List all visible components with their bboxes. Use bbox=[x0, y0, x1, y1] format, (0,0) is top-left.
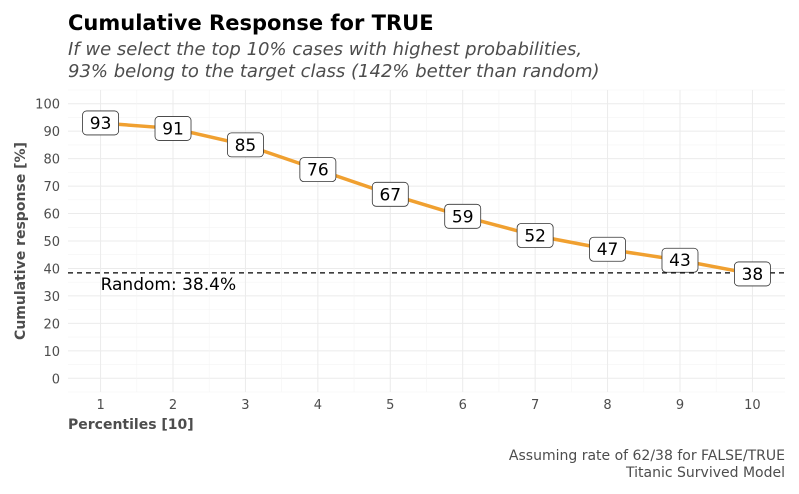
x-tick-label: 2 bbox=[169, 398, 177, 413]
y-tick-label: 90 bbox=[43, 125, 60, 140]
data-label-box bbox=[299, 157, 337, 183]
response-line bbox=[100, 121, 753, 276]
data-label-box bbox=[661, 247, 699, 273]
data-label-box bbox=[516, 223, 554, 248]
y-tick-label: 30 bbox=[43, 290, 60, 305]
data-label-box bbox=[154, 116, 192, 141]
chart-title: Cumulative Response for TRUE bbox=[68, 11, 434, 35]
chart-subtitle-line-2: 93% belong to the target class (142% bet… bbox=[68, 61, 600, 82]
x-tick-label: 6 bbox=[459, 398, 467, 413]
x-tick-label: 8 bbox=[603, 398, 611, 413]
y-tick-label: 60 bbox=[43, 208, 60, 223]
data-label: 52 bbox=[524, 227, 546, 247]
data-label-box bbox=[444, 203, 482, 229]
data-label-box bbox=[734, 261, 771, 287]
data-label-box bbox=[589, 236, 626, 262]
y-tick-label: 80 bbox=[43, 153, 60, 168]
y-tick-label: 0 bbox=[52, 372, 60, 387]
data-label: 47 bbox=[597, 240, 619, 260]
data-label-box bbox=[82, 110, 119, 136]
chart-subtitle-line-1: If we select the top 10% cases with high… bbox=[68, 39, 582, 60]
y-tick-label: 70 bbox=[43, 180, 60, 195]
data-label: 91 bbox=[162, 119, 184, 139]
x-tick-label: 5 bbox=[386, 398, 394, 413]
data-label: 43 bbox=[669, 251, 691, 271]
y-tick-label: 10 bbox=[43, 345, 60, 360]
data-label: 67 bbox=[379, 185, 401, 205]
random-reference-label: Random: 38.4% bbox=[101, 275, 237, 295]
caption-line-2: Titanic Survived Model bbox=[625, 465, 785, 481]
x-tick-label: 9 bbox=[676, 398, 684, 413]
y-tick-label: 40 bbox=[43, 262, 60, 277]
data-label-box bbox=[371, 181, 409, 207]
x-tick-label: 1 bbox=[96, 398, 104, 413]
y-tick-label: 100 bbox=[35, 98, 60, 113]
data-label: 59 bbox=[452, 207, 474, 227]
x-axis-label: Percentiles [10] bbox=[68, 417, 194, 433]
data-label-box bbox=[227, 132, 264, 158]
y-tick-label: 50 bbox=[43, 235, 60, 250]
y-axis-label: Cumulative response [%] bbox=[13, 142, 29, 340]
data-label: 85 bbox=[235, 136, 257, 156]
x-tick-label: 4 bbox=[314, 398, 322, 413]
x-tick-label: 10 bbox=[744, 398, 761, 413]
y-tick-label: 20 bbox=[43, 317, 60, 332]
x-tick-label: 3 bbox=[241, 398, 249, 413]
data-label: 38 bbox=[742, 265, 764, 285]
data-label: 93 bbox=[90, 114, 112, 134]
data-label: 76 bbox=[307, 161, 329, 181]
caption-line-1: Assuming rate of 62/38 for FALSE/TRUE bbox=[509, 448, 785, 464]
x-tick-label: 7 bbox=[531, 398, 539, 413]
